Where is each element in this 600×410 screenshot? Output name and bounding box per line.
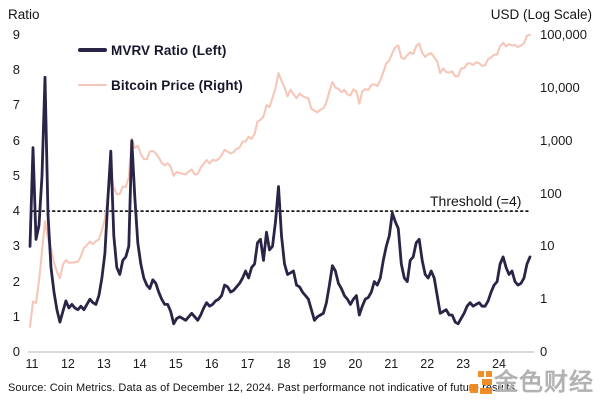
x-axis-tick-11: 11 bbox=[25, 357, 39, 371]
right-axis-tick-1000: 1,000 bbox=[540, 132, 573, 148]
x-axis-tick-22: 22 bbox=[420, 357, 435, 371]
x-axis-tick-24: 24 bbox=[492, 357, 507, 371]
left-axis-tick-7: 7 bbox=[12, 97, 20, 113]
legend-label-mvrv: MVRV Ratio (Left) bbox=[111, 42, 227, 58]
left-axis-tick-1: 1 bbox=[12, 308, 20, 324]
x-axis-tick-14: 14 bbox=[132, 357, 147, 371]
left-axis-tick-5: 5 bbox=[12, 167, 20, 183]
legend-label-bitcoin: Bitcoin Price (Right) bbox=[111, 77, 243, 93]
watermark-logo-icon bbox=[470, 371, 492, 394]
left-axis-tick-3: 3 bbox=[12, 238, 20, 254]
right-axis-tick-1: 1 bbox=[540, 291, 548, 307]
x-axis-tick-16: 16 bbox=[204, 357, 219, 371]
x-axis-tick-19: 19 bbox=[312, 357, 327, 371]
legend-item-mvrv: MVRV Ratio (Left) bbox=[78, 40, 243, 60]
right-axis-title: USD (Log Scale) bbox=[490, 7, 592, 22]
legend-item-bitcoin: Bitcoin Price (Right) bbox=[78, 75, 243, 95]
x-axis-tick-18: 18 bbox=[276, 357, 291, 371]
right-axis-tick-10: 10 bbox=[540, 238, 555, 254]
x-axis-tick-15: 15 bbox=[168, 357, 183, 371]
mvrv-line-swatch bbox=[78, 48, 107, 52]
x-axis-tick-17: 17 bbox=[240, 357, 255, 371]
right-axis-tick-10000: 10,000 bbox=[540, 79, 580, 95]
source-text: Source: Coin Metrics. Data as of Decembe… bbox=[8, 382, 519, 394]
left-axis-tick-6: 6 bbox=[12, 132, 20, 148]
threshold-label: Threshold (=4) bbox=[430, 193, 522, 209]
mvrv-line bbox=[28, 75, 532, 326]
x-axis-tick-12: 12 bbox=[60, 357, 75, 371]
left-axis-tick-0: 0 bbox=[12, 344, 20, 359]
left-axis-tick-8: 8 bbox=[12, 62, 20, 78]
x-axis-tick-23: 23 bbox=[456, 357, 471, 371]
left-axis-tick-9: 9 bbox=[12, 27, 20, 42]
x-axis-tick-21: 21 bbox=[384, 357, 399, 371]
left-axis-title: Ratio bbox=[8, 7, 40, 22]
right-axis-tick-0: 0 bbox=[540, 344, 548, 359]
x-axis-tick-20: 20 bbox=[348, 357, 363, 371]
chart-legend: MVRV Ratio (Left) Bitcoin Price (Right) bbox=[78, 40, 243, 110]
watermark-text: 金色财经 bbox=[494, 369, 594, 396]
x-axis-tick-13: 13 bbox=[96, 357, 111, 371]
left-axis-tick-4: 4 bbox=[12, 203, 20, 219]
watermark: 金色财经 bbox=[470, 371, 594, 395]
right-axis-tick-100: 100 bbox=[540, 185, 562, 201]
left-axis-tick-2: 2 bbox=[12, 273, 20, 289]
bitcoin-line-swatch bbox=[78, 83, 107, 87]
right-axis-tick-100000: 100,000 bbox=[540, 27, 587, 42]
